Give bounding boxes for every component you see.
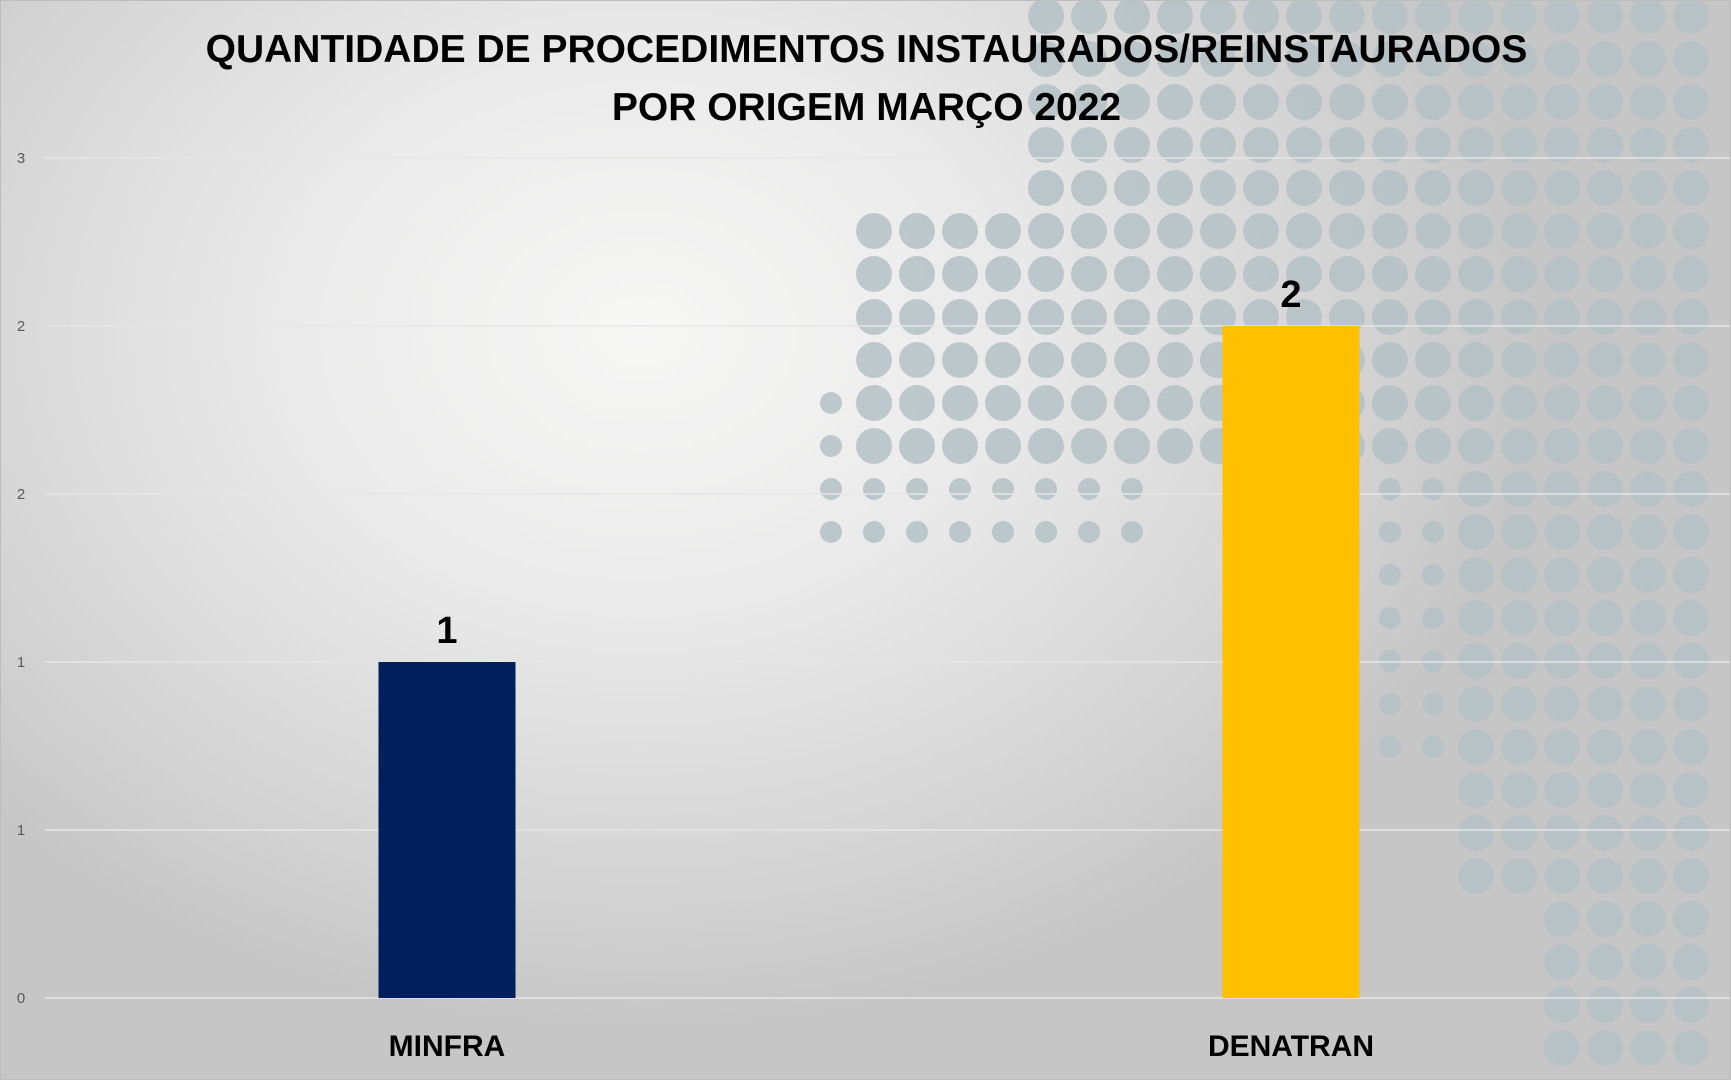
data-label: 1 bbox=[436, 610, 457, 652]
chart-title: QUANTIDADE DE PROCEDIMENTOS INSTAURADOS/… bbox=[1, 21, 1730, 137]
y-tick-label: 2 bbox=[17, 318, 25, 335]
bar-denatran bbox=[1222, 326, 1360, 998]
x-tick-label: DENATRAN bbox=[1208, 1030, 1374, 1063]
x-tick-label: MINFRA bbox=[389, 1030, 506, 1063]
data-label: 2 bbox=[1280, 274, 1301, 316]
bar-minfra bbox=[378, 662, 516, 998]
y-tick-label: 1 bbox=[17, 822, 25, 839]
chart-title-line-1: QUANTIDADE DE PROCEDIMENTOS INSTAURADOS/… bbox=[205, 28, 1528, 71]
y-tick-label: 1 bbox=[17, 654, 25, 671]
y-tick-label: 2 bbox=[17, 486, 25, 503]
chart-title-line-2: POR ORIGEM MARÇO 2022 bbox=[611, 86, 1122, 129]
y-tick-label: 0 bbox=[17, 990, 25, 1007]
y-tick-label: 3 bbox=[17, 150, 25, 167]
